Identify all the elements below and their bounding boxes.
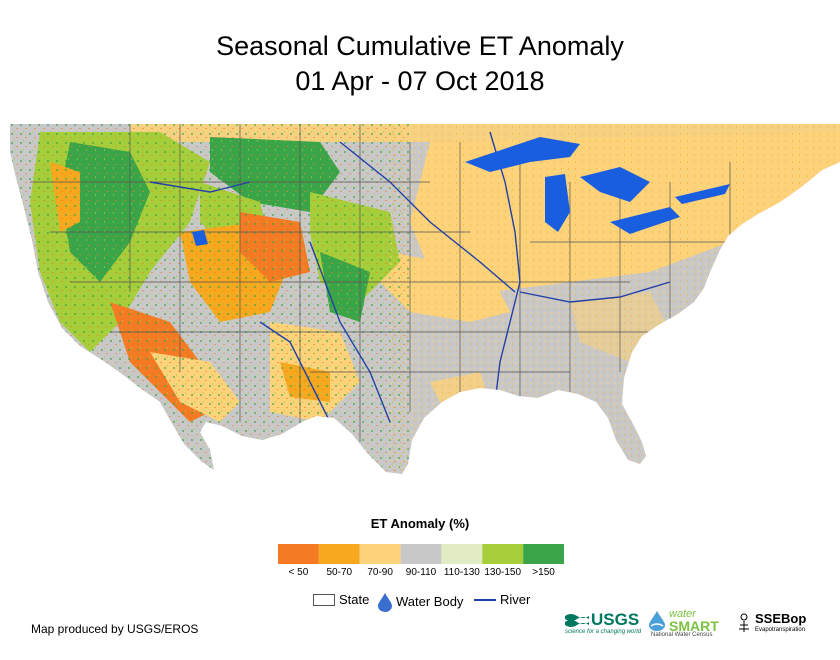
legend-swatch-4 [441, 544, 483, 564]
legend-swatch-3 [400, 544, 442, 564]
river-key: River [474, 592, 530, 608]
legend-tick-label: 90-110 [405, 567, 437, 578]
river-key-label: River [500, 592, 531, 607]
river-line-icon [474, 599, 496, 601]
legend-title: ET Anomaly (%) [370, 516, 470, 531]
legend-tick-label: 50-70 [326, 567, 353, 578]
map-date-range: 01 Apr - 07 Oct 2018 [295, 66, 545, 96]
usgs-wordmark: USGS [591, 610, 640, 629]
legend-swatch-2 [359, 544, 401, 564]
ssebop-tagline: Evapotranspiration [755, 627, 806, 633]
legend-swatch-1 [318, 544, 360, 564]
water-body-key: Water Body [376, 592, 463, 612]
usgs-tagline: science for a changing world [565, 629, 642, 635]
legend-swatch-0 [278, 544, 319, 564]
water-body-key-label: Water Body [396, 594, 464, 609]
map-title: Seasonal Cumulative ET Anomaly [216, 31, 624, 61]
watersmart-wordmark: SMART [669, 618, 719, 634]
land-anomaly-surface [10, 124, 840, 474]
state-key: State [313, 592, 369, 608]
legend-colorbar [278, 544, 564, 564]
legend-tick-label: 130-150 [484, 567, 522, 578]
watersmart-prefix: water [669, 608, 696, 620]
usgs-logo: USGS science for a changing world [565, 610, 641, 635]
usgs-wave-icon [565, 614, 589, 627]
legend-tick-label: 70-90 [367, 567, 393, 578]
great-lakes [192, 137, 730, 246]
state-swatch [313, 594, 335, 606]
watersmart-drop-icon [649, 611, 665, 631]
legend-swatch-5 [482, 544, 524, 564]
legend-tick-label: < 50 [288, 567, 309, 578]
state-key-label: State [339, 592, 370, 607]
et-anomaly-map [10, 124, 840, 474]
ssebop-logo: SSEBop Evapotranspiration [736, 612, 806, 634]
credit-text: Map produced by USGS/EROS [31, 622, 199, 636]
ssebop-wordmark: SSEBop [755, 611, 807, 626]
watersmart-logo: water SMART National Water Census [647, 608, 719, 638]
legend-tick-label: 110-130 [443, 567, 480, 578]
legend-swatch-6 [523, 544, 564, 564]
legend-tick-label: >150 [532, 567, 555, 578]
ssebop-sun-icon [739, 613, 749, 632]
watersmart-tagline: National Water Census [651, 632, 713, 638]
water-drop-icon [378, 593, 392, 612]
